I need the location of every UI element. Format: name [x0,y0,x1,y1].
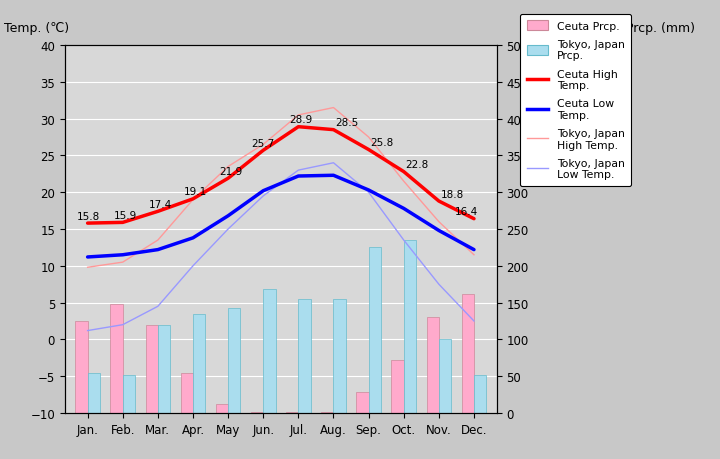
Bar [333,299,346,413]
Text: 17.4: 17.4 [149,200,172,209]
Bar [474,375,486,413]
Text: 28.9: 28.9 [289,115,312,125]
Bar [426,318,439,413]
Text: 18.8: 18.8 [441,189,464,199]
Legend: Ceuta Prcp., Tokyo, Japan
Prcp., Ceuta High
Temp., Ceuta Low
Temp., Tokyo, Japan: Ceuta Prcp., Tokyo, Japan Prcp., Ceuta H… [521,15,631,186]
Bar [264,290,276,413]
Text: 22.8: 22.8 [405,160,428,170]
Text: Prcp. (mm): Prcp. (mm) [626,22,696,35]
Bar [356,392,369,413]
Bar [88,373,100,413]
Text: 19.1: 19.1 [184,187,207,197]
Bar [110,304,122,413]
Text: 25.8: 25.8 [370,138,394,148]
Bar [145,325,158,413]
Bar [404,241,416,413]
Text: Temp. (℃): Temp. (℃) [4,22,69,35]
Bar [286,412,298,413]
Bar [122,375,135,413]
Bar [369,248,381,413]
Bar [228,309,240,413]
Bar [462,294,474,413]
Bar [76,321,88,413]
Bar [439,340,451,413]
Text: 28.5: 28.5 [336,118,359,128]
Text: 15.9: 15.9 [114,211,138,220]
Text: 25.7: 25.7 [251,139,274,149]
Bar [298,299,310,413]
Bar [321,412,333,413]
Bar [193,314,205,413]
Text: 21.9: 21.9 [220,167,243,176]
Bar [181,373,193,413]
Text: 15.8: 15.8 [77,211,100,221]
Bar [216,404,228,413]
Bar [158,325,170,413]
Text: 16.4: 16.4 [454,207,478,217]
Bar [392,360,404,413]
Bar [251,412,264,413]
